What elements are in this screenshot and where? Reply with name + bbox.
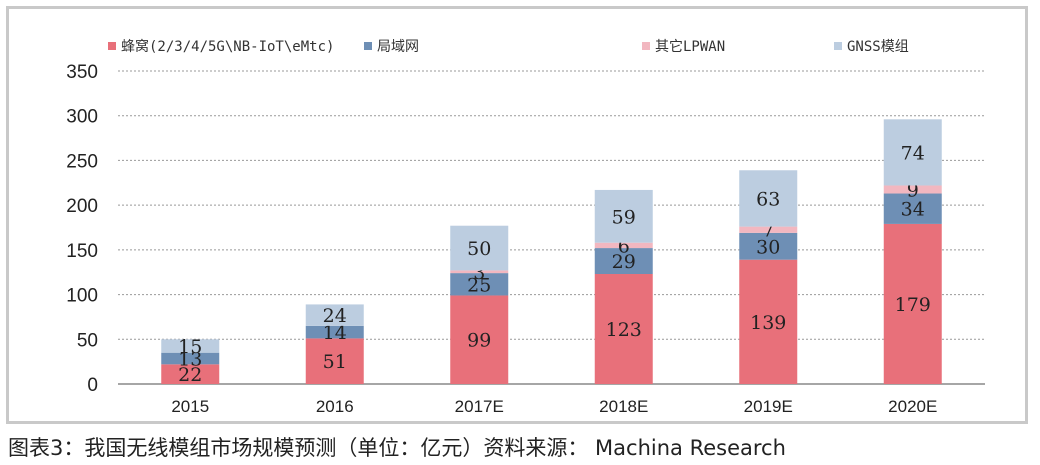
bar-segment (883, 193, 942, 224)
bar-segment (594, 248, 653, 275)
x-tick-label: 2018E (599, 397, 648, 416)
bar-segment (305, 304, 364, 326)
data-label: 59 (612, 206, 636, 228)
data-label: 139 (750, 312, 786, 334)
bar-segment (161, 364, 220, 384)
data-label: 30 (756, 236, 780, 258)
gridlines (118, 70, 985, 385)
y-tick-label: 150 (66, 241, 98, 262)
data-label: 24 (323, 305, 347, 327)
legend-swatch (834, 42, 842, 50)
data-label: 13 (178, 349, 202, 371)
y-tick-label: 300 (66, 107, 98, 128)
bar-segment (739, 232, 798, 260)
bar-segment (594, 242, 653, 249)
bar-segment (161, 352, 220, 365)
bar-segment (739, 170, 798, 227)
data-label: 123 (606, 319, 642, 341)
stacked-bar-chart: 蜂窝(2/3/4/5G\NB-IoT\eMtc) 局域网 其它LPWAN GNSS模组… (66, 38, 985, 416)
y-tick-label: 0 (87, 375, 98, 396)
y-tick-label: 350 (66, 62, 98, 83)
bar-segment (739, 226, 798, 233)
y-tick-label: 100 (66, 286, 98, 307)
legend-swatch (642, 42, 650, 50)
data-label: 51 (323, 351, 347, 373)
bar-segment (594, 274, 653, 384)
x-tick-label: 2016 (316, 397, 354, 416)
legend-label: GNSS模组 (847, 39, 909, 55)
bar-segment (739, 259, 798, 384)
y-axis: 0 50 100 150 200 250 300 350 (66, 62, 98, 396)
bar-segment (883, 185, 942, 194)
bar-segment (450, 270, 509, 274)
data-label: 63 (756, 188, 780, 210)
x-tick-label: 2017E (455, 397, 504, 416)
bar-segment (450, 273, 509, 296)
bar-segment (305, 338, 364, 384)
x-tick-label: 2015 (171, 397, 209, 416)
x-tick-label: 2020E (888, 397, 937, 416)
bars: 2213155114249925350123296591393076317934… (161, 119, 942, 386)
data-label: 99 (467, 330, 491, 352)
data-label: 74 (901, 142, 925, 164)
legend-label: 其它LPWAN (655, 38, 725, 55)
legend-swatch (108, 42, 116, 50)
y-tick-label: 250 (66, 151, 98, 172)
bar-segment (450, 295, 509, 384)
bar-segment (161, 339, 220, 353)
data-label: 179 (895, 294, 931, 316)
x-tick-label: 2019E (744, 397, 793, 416)
data-label: 34 (901, 199, 925, 221)
bar-segment (450, 225, 509, 271)
figure-caption: 图表3：我国无线模组市场规模预测（单位：亿元）资料来源： Machina Res… (8, 436, 786, 460)
data-label: 15 (178, 336, 202, 358)
chart-legend: 蜂窝(2/3/4/5G\NB-IoT\eMtc) 局域网 其它LPWAN GNSS模组 (108, 38, 909, 55)
data-label: 25 (467, 274, 491, 296)
bar-segment (883, 119, 942, 186)
bar-segment (594, 189, 653, 243)
data-label: 29 (612, 251, 636, 273)
legend-label: 局域网 (377, 39, 419, 55)
data-label: 50 (467, 238, 491, 260)
legend-label: 蜂窝(2/3/4/5G\NB-IoT\eMtc) (121, 38, 334, 55)
x-axis: 2015 2016 2017E 2018E 2019E 2020E (171, 397, 937, 416)
bar-segment (305, 325, 364, 339)
y-tick-label: 200 (66, 196, 98, 217)
bar-segment (883, 223, 942, 384)
legend-swatch (364, 42, 372, 50)
y-tick-label: 50 (77, 330, 98, 351)
data-label: 22 (178, 364, 202, 386)
data-label: 14 (323, 322, 347, 344)
